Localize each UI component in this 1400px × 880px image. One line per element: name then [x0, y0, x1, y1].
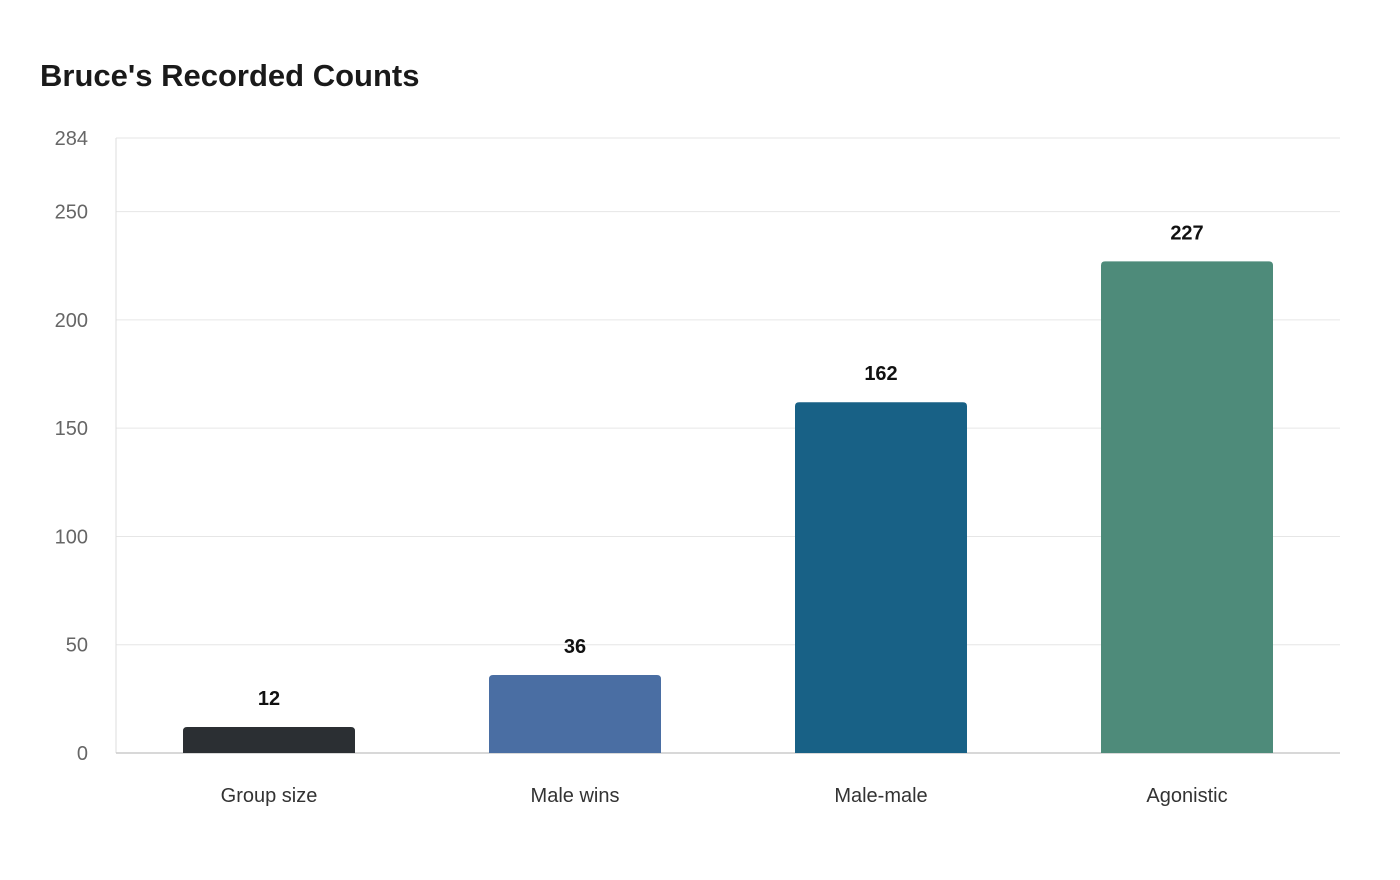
data-label: 162 [864, 363, 897, 385]
bar-male-wins [489, 675, 661, 753]
gridlines [116, 137, 1340, 646]
y-tick-label: 200 [55, 310, 88, 332]
chart-title: Bruce's Recorded Counts [40, 58, 420, 93]
y-tick-label: 0 [77, 743, 88, 765]
x-axis-labels: Group size Male wins Male-male Agonistic [221, 785, 1228, 807]
x-tick-label: Agonistic [1146, 785, 1227, 807]
value-labels: 12 36 162 227 [258, 222, 1204, 710]
y-tick-label: 284 [55, 128, 88, 150]
y-tick-label: 50 [66, 635, 88, 657]
data-label: 227 [1170, 222, 1203, 244]
data-label: 12 [258, 688, 280, 710]
bar-agonistic [1101, 261, 1273, 753]
x-tick-label: Group size [221, 785, 318, 807]
x-tick-label: Male wins [531, 785, 620, 807]
bar-male-male [795, 402, 967, 753]
x-tick-label: Male-male [834, 785, 927, 807]
bars [183, 261, 1273, 753]
y-tick-label: 250 [55, 202, 88, 224]
y-tick-label: 150 [55, 418, 88, 440]
y-tick-label: 100 [55, 526, 88, 548]
data-label: 36 [564, 636, 586, 658]
y-axis-ticks: 0 50 100 150 200 250 284 [55, 128, 88, 765]
bar-group-size [183, 727, 355, 753]
